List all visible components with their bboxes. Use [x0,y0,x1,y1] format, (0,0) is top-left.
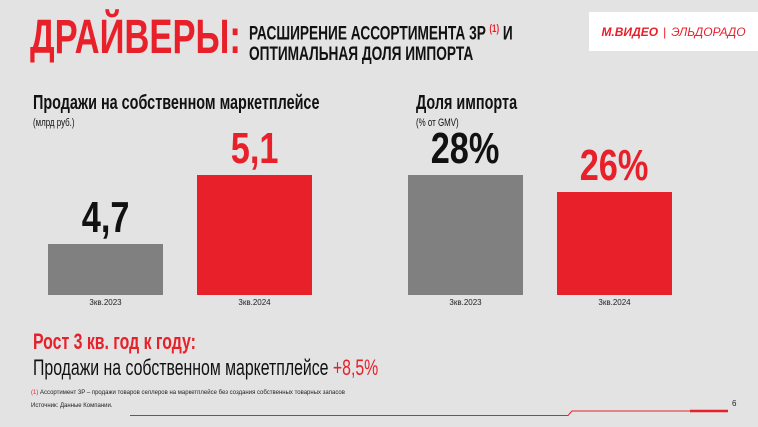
category-label: 3кв.2023 [89,298,122,307]
subtitle-line1: РАСШИРЕНИЕ АССОРТИМЕНТА 3P [249,23,486,45]
bar-3кв.2023 [48,243,163,295]
value-text: 26% [580,141,649,191]
category-label: 3кв.2024 [238,298,271,307]
subtitle-line1-end: И [502,23,513,45]
footnote-marker: (1) [31,390,39,396]
chart-title: Доля импорта [416,92,518,114]
page-number: 6 [732,399,737,408]
value-label: 26% [557,144,672,188]
growth-text: Продажи на собственном маркетплейсе [33,355,329,380]
source-note: Источник: Данные Компании. [31,403,113,409]
chart-unit: (% от GMV) [416,117,459,129]
growth-title: Рост 3 кв. год к году: [33,329,196,354]
logo-separator: | [663,24,667,39]
category-label: 3кв.2024 [598,298,631,307]
bar-3кв.2024 [197,175,312,295]
growth-line: Продажи на собственном маркетплейсе +8,5… [33,355,378,381]
chart-title: Продажи на собственном маркетплейсе [33,92,320,114]
footnote-marker: (1) [489,23,500,35]
slide-subtitle: РАСШИРЕНИЕ АССОРТИМЕНТА 3P (1) И ОПТИМАЛ… [249,19,513,65]
value-text: 28% [431,124,500,173]
bar-3кв.2023 [408,175,523,295]
value-text: 5,1 [230,124,279,173]
category-label: 3кв.2023 [449,298,482,307]
footnote-text: Ассортимент 3P – продажи товаров селлеро… [40,390,345,396]
logo-mvideo: М.ВИДЕО [601,24,659,39]
footnote: (1) Ассортимент 3P – продажи товаров сел… [31,390,345,396]
logo-eldorado: ЭЛЬДОРАДО [671,24,746,39]
slide-title: ДРАЙВЕРЫ: [30,11,241,64]
footer-line [130,410,728,416]
value-label: 4,7 [48,192,163,242]
value-text: 4,7 [81,192,130,242]
subtitle-line2: ОПТИМАЛЬНАЯ ДОЛЯ ИМПОРТА [249,44,474,66]
chart-unit: (млрд руб.) [33,117,75,129]
brand-logo: М.ВИДЕО | ЭЛЬДОРАДО [589,12,758,51]
value-label: 5,1 [197,127,312,171]
growth-value: +8,5% [332,355,379,380]
bar-3кв.2024 [557,192,672,295]
value-label: 28% [408,127,523,171]
